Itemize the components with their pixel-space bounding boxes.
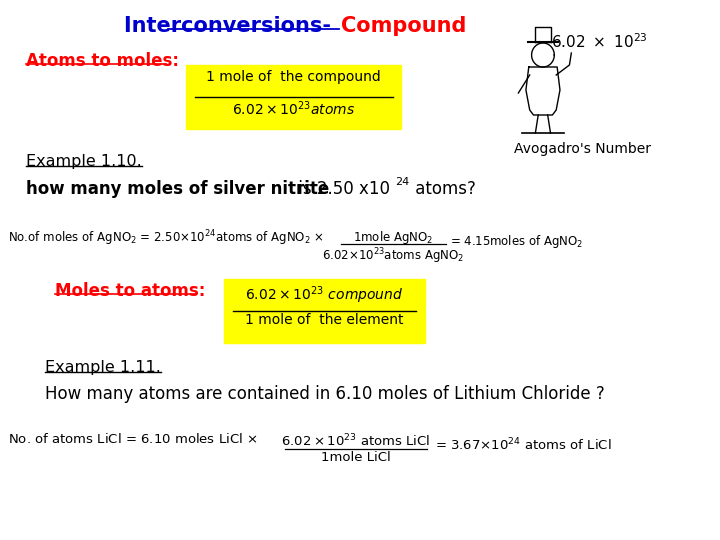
Polygon shape [536,27,551,42]
Text: Example 1.11.: Example 1.11. [45,360,161,375]
Text: Atoms to moles:: Atoms to moles: [27,52,179,70]
Text: No.of moles of AgNO$_2$ = 2.50$\times$10$^{24}$atoms of AgNO$_2$ $\times$: No.of moles of AgNO$_2$ = 2.50$\times$10… [8,228,323,248]
Text: Moles to atoms:: Moles to atoms: [55,282,205,300]
Text: atoms?: atoms? [410,180,475,198]
Text: = 3.67$\times$10$^{24}$ atoms of LiCl: = 3.67$\times$10$^{24}$ atoms of LiCl [435,437,611,454]
Text: How many atoms are contained in 6.10 moles of Lithium Chloride ?: How many atoms are contained in 6.10 mol… [45,385,605,403]
Text: = 4.15moles of AgNO$_2$: = 4.15moles of AgNO$_2$ [450,233,583,250]
Polygon shape [526,67,560,115]
FancyBboxPatch shape [186,65,401,129]
Text: how many moles of silver nitrite: how many moles of silver nitrite [27,180,330,198]
Text: 1 mole of  the compound: 1 mole of the compound [207,70,381,84]
Text: $6.02\times10^{23}$ atoms LiCl: $6.02\times10^{23}$ atoms LiCl [281,433,431,450]
Text: 1mole LiCl: 1mole LiCl [321,451,390,464]
Text: $6.02\times10^{23}atoms$: $6.02\times10^{23}atoms$ [232,99,356,118]
Text: Compound: Compound [341,16,466,36]
Text: is 2.50 x10: is 2.50 x10 [293,180,390,198]
Text: 24: 24 [395,177,410,187]
Text: Example 1.10.: Example 1.10. [27,154,143,169]
Text: $6.02\times10^{23}\ \mathit{compound}$: $6.02\times10^{23}\ \mathit{compound}$ [246,284,404,306]
FancyBboxPatch shape [224,279,425,343]
Text: 1mole AgNO$_2$: 1mole AgNO$_2$ [354,229,433,246]
Text: 1 mole of  the element: 1 mole of the element [246,313,404,327]
Text: Avogadro's Number: Avogadro's Number [513,142,651,156]
Text: 6.02$\times$10$^{23}$atoms AgNO$_2$: 6.02$\times$10$^{23}$atoms AgNO$_2$ [323,246,464,266]
Text: No. of atoms LiCl = 6.10 moles LiCl $\times$: No. of atoms LiCl = 6.10 moles LiCl $\ti… [8,432,257,446]
Polygon shape [531,43,554,67]
Text: $6.02\ \times\ 10^{23}$: $6.02\ \times\ 10^{23}$ [551,32,647,51]
Text: Interconversions-: Interconversions- [125,16,338,36]
